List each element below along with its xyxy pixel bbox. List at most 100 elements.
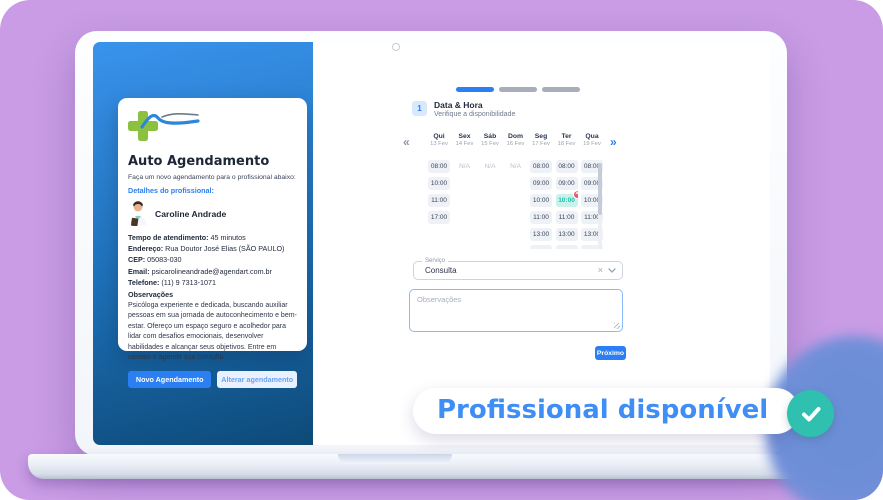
day-column-2: Sáb 15 Fev N/A — [479, 133, 501, 249]
day-column-0: Qui 13 Fev 08:00 10:00 11:00 17:00 — [428, 133, 450, 249]
day-column-3: Dom 16 Fev N/A — [505, 133, 527, 249]
laptop-base-notch — [338, 454, 452, 464]
progress-segment-active — [456, 87, 494, 92]
laptop-screen: Auto Agendamento Faça um novo agendament… — [93, 42, 770, 445]
time-slot[interactable]: 11:00 — [581, 211, 603, 224]
card-buttons: Novo Agendamento Alterar agendamento — [128, 371, 297, 389]
step-number-badge: 1 — [412, 101, 427, 116]
time-slot-label: 09:00 — [558, 180, 575, 187]
time-slot[interactable]: 08:00 — [555, 160, 578, 173]
time-slot[interactable]: 13:00 — [581, 228, 603, 241]
professional-card: Auto Agendamento Faça um novo agendament… — [118, 98, 307, 389]
day-header: Qua 19 Fev — [583, 133, 601, 147]
day-header: Qui 13 Fev — [430, 133, 448, 147]
laptop-mockup: Auto Agendamento Faça um novo agendament… — [75, 31, 787, 456]
time-slot[interactable]: 10:00 — [581, 194, 603, 207]
professional-field: Tempo de atendimento: 45 minutos — [128, 233, 246, 242]
time-slot-label: 08:00 — [430, 163, 448, 170]
next-button[interactable]: Próximo — [595, 346, 626, 360]
new-appointment-button[interactable]: Novo Agendamento — [128, 371, 212, 389]
loading-spinner-icon — [392, 43, 400, 51]
professional-fields: Tempo de atendimento: 45 minutos Endereço… — [128, 232, 297, 288]
time-slot-label: 09:00 — [583, 180, 601, 187]
time-slot[interactable]: 09:00 — [530, 177, 552, 190]
step-subtitle: Verifique a disponibilidade — [434, 111, 516, 118]
service-select[interactable]: Serviço Consulta × — [413, 258, 623, 280]
time-slot-label: 09:00 — [532, 180, 550, 187]
time-slot-label: 17:00 — [430, 214, 448, 221]
check-icon — [787, 390, 834, 437]
professional-name: Caroline Andrade — [155, 208, 227, 219]
professional-field: CEP: 05083-030 — [128, 255, 182, 265]
calendar-next-icon[interactable]: » — [610, 135, 617, 149]
time-slot-label: 10:00 — [583, 197, 601, 204]
day-header: Sáb 15 Fev — [481, 133, 499, 147]
professional-field: Endereço: Rua Doutor José Elias (SÃO PAU… — [128, 244, 285, 254]
professional-details-link[interactable]: Detalhes do profissional: — [128, 186, 214, 195]
day-column-5: Ter 18 Fev 08:00 09:00 10:00 × 11:00 13:00 — [555, 133, 578, 249]
time-slot-label: 10:00 — [430, 180, 448, 187]
time-slot[interactable]: 17:00 — [428, 211, 450, 224]
slot-unavailable: N/A — [479, 160, 501, 173]
time-slot-label: 11:00 — [584, 214, 600, 221]
progress-segment-inactive — [542, 87, 580, 92]
time-slot-label: 11:00 — [558, 214, 575, 221]
time-slot-label: N/A — [510, 163, 521, 170]
progress-bar — [456, 87, 580, 92]
time-slot-label: 13:00 — [532, 231, 550, 238]
card-title: Auto Agendamento — [128, 154, 270, 169]
chevron-down-icon[interactable] — [608, 268, 616, 273]
time-slot-partial[interactable] — [530, 245, 552, 249]
clear-icon[interactable]: × — [597, 265, 603, 275]
time-slot-partial[interactable] — [581, 245, 603, 249]
professional-field: Email: psicarolineandrade@agendart.com.b… — [128, 266, 272, 276]
calendar-days: Qui 13 Fev 08:00 10:00 11:00 17:00 Sex 14 Fev N/… — [428, 133, 603, 249]
time-slot[interactable]: 09:00 — [555, 177, 578, 190]
time-slot-label: 11:00 — [533, 214, 549, 221]
doctor-avatar — [130, 201, 146, 226]
time-slot[interactable]: 08:00 — [581, 160, 603, 173]
slot-unavailable: N/A — [505, 160, 527, 173]
time-slot-label: N/A — [484, 163, 496, 170]
time-slot-label: 13:00 — [558, 231, 575, 238]
time-slot-label: 08:00 — [558, 163, 575, 170]
time-slot[interactable]: 11:00 — [530, 211, 552, 224]
card-subtitle: Faça um novo agendamento para o profissi… — [128, 174, 296, 181]
time-slot[interactable]: 08:00 — [428, 160, 450, 173]
time-slot-selected[interactable]: 10:00 × — [555, 191, 578, 207]
left-gradient-panel: Auto Agendamento Faça um novo agendament… — [93, 42, 313, 445]
day-header: Sex 14 Fev — [455, 133, 474, 147]
professional-row: Caroline Andrade — [128, 201, 297, 226]
time-slot[interactable]: 09:00 — [581, 177, 603, 190]
day-header: Seg 17 Fev — [532, 133, 550, 147]
time-slot[interactable]: 08:00 — [530, 160, 552, 173]
scrollbar-thumb[interactable] — [598, 163, 602, 215]
time-slot[interactable]: 11:00 — [555, 211, 578, 224]
time-slot[interactable]: 13:00 — [530, 228, 552, 241]
clinic-logo-icon — [128, 111, 200, 141]
scheduling-panel: 1 Data & Hora Verifique a disponibilidad… — [313, 42, 770, 445]
observations-textarea[interactable] — [409, 289, 623, 332]
calendar-prev-icon[interactable]: « — [403, 135, 410, 149]
calendar-scrollbar[interactable] — [598, 163, 602, 249]
time-slot-partial[interactable] — [555, 245, 578, 249]
laptop-base — [28, 454, 856, 479]
slot-unavailable: N/A — [454, 160, 476, 173]
day-column-6: Qua 19 Fev 08:00 09:00 10:00 11:00 13:00 — [581, 133, 603, 249]
time-slot-label: 08:00 — [532, 163, 550, 170]
time-slot[interactable]: 13:00 — [555, 228, 578, 241]
time-slot[interactable]: 10:00 — [428, 177, 450, 190]
step-title: Data & Hora — [434, 100, 483, 110]
availability-banner-text: Profissional disponível — [437, 395, 769, 425]
time-slot[interactable]: 11:00 — [428, 194, 450, 207]
time-slot-label: 11:00 — [431, 197, 447, 204]
progress-segment-inactive — [499, 87, 537, 92]
day-column-4: Seg 17 Fev 08:00 09:00 10:00 11:00 13:00 — [530, 133, 552, 249]
change-appointment-button[interactable]: Alterar agendamento — [217, 371, 297, 389]
time-slot-label: 13:00 — [583, 231, 601, 238]
time-slot[interactable]: 10:00 — [530, 194, 552, 207]
remove-slot-badge[interactable]: × — [573, 191, 578, 198]
notes-title: Observações — [128, 290, 174, 300]
time-slot-label: N/A — [459, 163, 470, 170]
